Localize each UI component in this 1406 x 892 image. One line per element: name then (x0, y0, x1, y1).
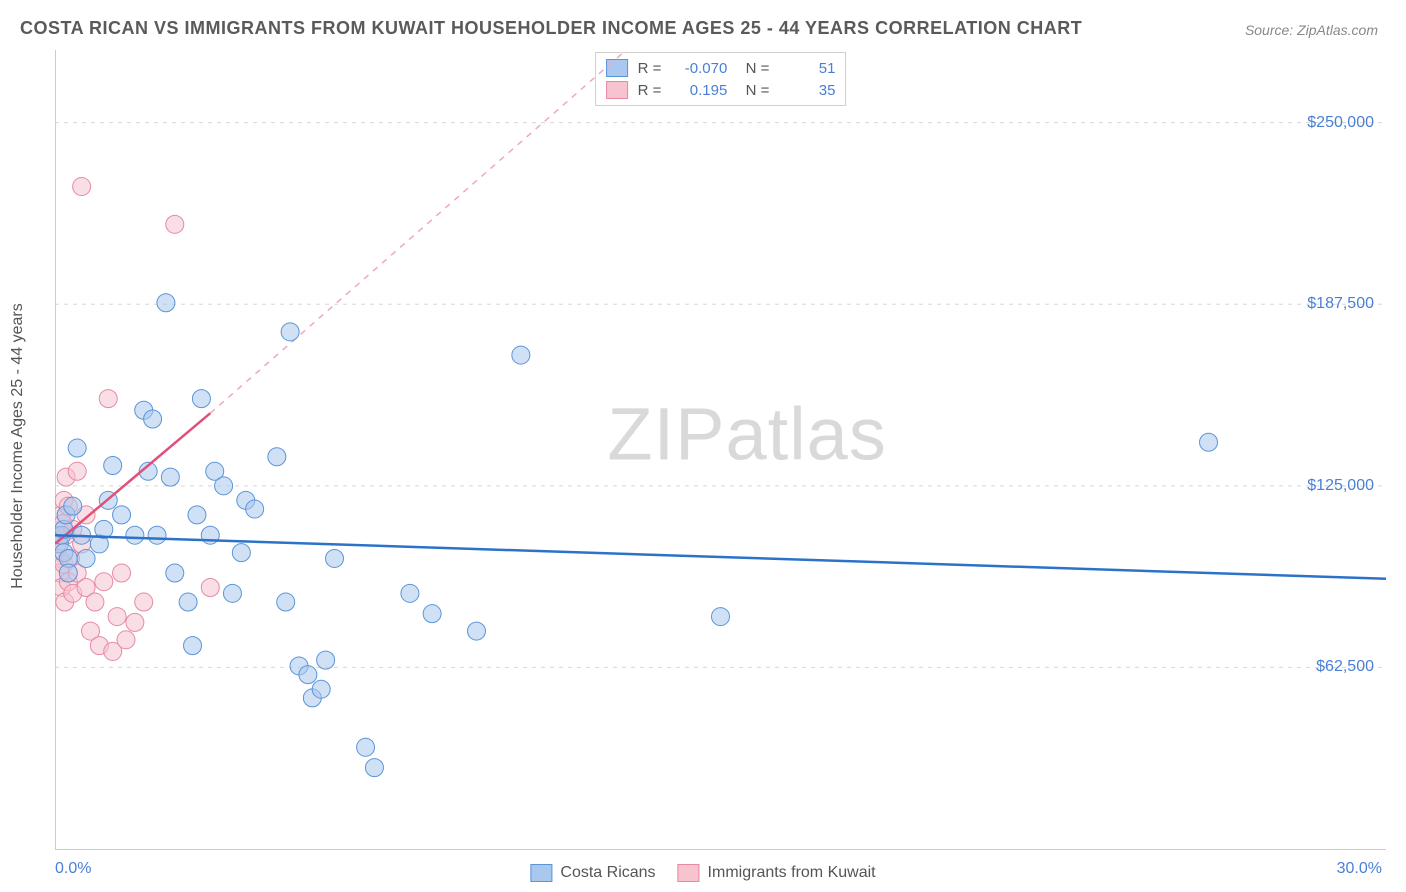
swatch-blue (530, 864, 552, 882)
legend-item-blue: Costa Ricans (530, 864, 655, 882)
y-tick-label: $250,000 (1307, 114, 1374, 132)
legend-item-pink: Immigrants from Kuwait (678, 864, 876, 882)
y-tick-label: $125,000 (1307, 477, 1374, 495)
series-legend: Costa Ricans Immigrants from Kuwait (530, 864, 875, 882)
swatch-pink (678, 864, 700, 882)
chart-title: COSTA RICAN VS IMMIGRANTS FROM KUWAIT HO… (20, 18, 1082, 39)
y-axis-label: Householder Income Ages 25 - 44 years (9, 303, 27, 589)
source-attribution: Source: ZipAtlas.com (1245, 22, 1378, 38)
y-tick-label: $187,500 (1307, 295, 1374, 313)
y-tick-label: $62,500 (1316, 658, 1374, 676)
legend-label-pink: Immigrants from Kuwait (708, 864, 876, 882)
legend-label-blue: Costa Ricans (560, 864, 655, 882)
scatter-svg (55, 50, 1386, 849)
chart-plot-area: ZIPatlas R = -0.070 N = 51 R = 0.195 N =… (55, 50, 1386, 850)
x-axis-min-label: 0.0% (55, 860, 91, 878)
x-axis-max-label: 30.0% (1337, 860, 1382, 878)
